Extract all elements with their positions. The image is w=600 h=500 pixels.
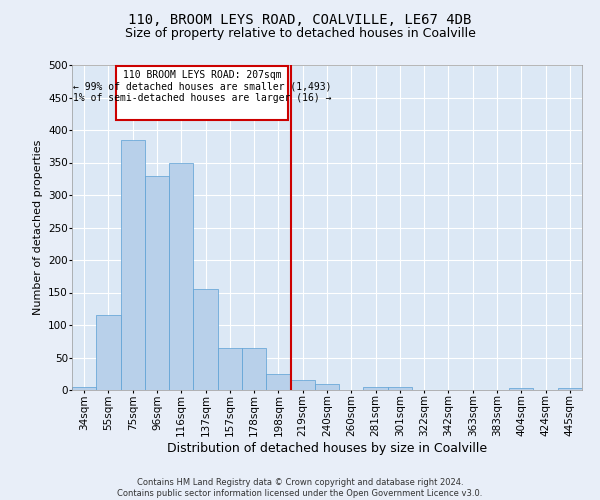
Text: 1% of semi-detached houses are larger (16) →: 1% of semi-detached houses are larger (1… <box>73 93 331 103</box>
Text: Size of property relative to detached houses in Coalville: Size of property relative to detached ho… <box>125 28 475 40</box>
Text: 110, BROOM LEYS ROAD, COALVILLE, LE67 4DB: 110, BROOM LEYS ROAD, COALVILLE, LE67 4D… <box>128 12 472 26</box>
Bar <box>218 348 242 390</box>
Text: ← 99% of detached houses are smaller (1,493): ← 99% of detached houses are smaller (1,… <box>73 81 331 91</box>
X-axis label: Distribution of detached houses by size in Coalville: Distribution of detached houses by size … <box>167 442 487 455</box>
Bar <box>558 388 582 390</box>
Bar <box>72 387 96 390</box>
Bar <box>315 384 339 390</box>
Bar <box>266 374 290 390</box>
Text: Contains HM Land Registry data © Crown copyright and database right 2024.
Contai: Contains HM Land Registry data © Crown c… <box>118 478 482 498</box>
Bar <box>169 162 193 390</box>
Text: 110 BROOM LEYS ROAD: 207sqm: 110 BROOM LEYS ROAD: 207sqm <box>122 70 281 80</box>
Bar <box>242 348 266 390</box>
Bar <box>121 140 145 390</box>
Bar <box>364 387 388 390</box>
Bar <box>96 316 121 390</box>
Bar <box>290 380 315 390</box>
FancyBboxPatch shape <box>116 66 288 120</box>
Bar <box>388 387 412 390</box>
Bar <box>193 289 218 390</box>
Bar <box>509 388 533 390</box>
Bar <box>145 176 169 390</box>
Y-axis label: Number of detached properties: Number of detached properties <box>32 140 43 315</box>
